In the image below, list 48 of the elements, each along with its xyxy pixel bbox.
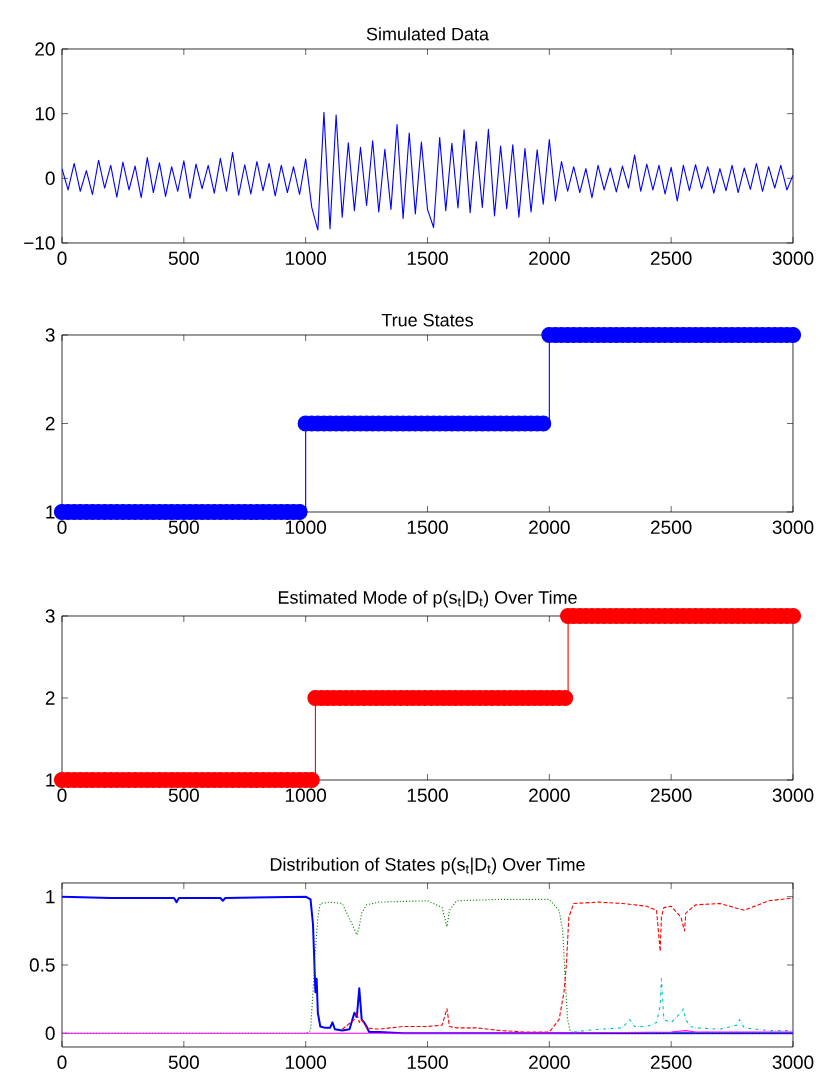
x-tick-label: 500 [168, 251, 199, 265]
line-series [61, 111, 793, 231]
y-tick-label: 0.5 [29, 958, 55, 972]
y-tick-label: 3 [45, 609, 55, 623]
x-tick-label: 1000 [285, 788, 326, 802]
x-tick-label: 1000 [285, 520, 326, 534]
x-tick-label: 2500 [650, 788, 692, 802]
x-tick-label: 500 [168, 788, 199, 802]
x-tick-label: 3000 [772, 1055, 814, 1069]
x-tick-label: 500 [168, 1055, 199, 1069]
x-tick-label: 2000 [528, 1055, 570, 1069]
x-tick-label: 2500 [650, 520, 692, 534]
x-tick-label: 1500 [407, 1055, 448, 1069]
x-tick-label: 3000 [772, 788, 814, 802]
chart-title: Simulated Data [366, 27, 489, 41]
y-tick-label: 0 [45, 171, 55, 186]
y-tick-label: 0 [45, 1026, 55, 1041]
x-tick-label: 0 [57, 251, 67, 265]
y-tick-label: 2 [45, 691, 55, 705]
x-tick-label: 2500 [650, 251, 692, 265]
y-tick-label: 20 [35, 42, 55, 56]
y-tick-label: 2 [45, 416, 55, 431]
x-tick-label: 0 [57, 1055, 67, 1069]
y-tick-label: 1 [46, 505, 55, 519]
chart-title: True States [381, 313, 473, 327]
x-tick-label: 2000 [528, 520, 570, 534]
line-series [572, 978, 793, 1033]
line-series [341, 897, 793, 1033]
x-tick-label: 2000 [528, 788, 570, 802]
y-tick-label: 1 [46, 773, 55, 787]
x-tick-label: 1000 [285, 251, 326, 265]
x-tick-label: 2500 [650, 1055, 692, 1069]
x-tick-label: 1500 [407, 520, 448, 534]
y-tick-label: 10 [35, 106, 55, 121]
y-tick-label: −10 [23, 236, 55, 250]
x-tick-label: 1000 [285, 1055, 326, 1069]
x-tick-label: 0 [57, 520, 67, 534]
y-tick-label: 3 [45, 328, 55, 342]
y-tick-label: 1 [46, 890, 55, 904]
x-tick-label: 3000 [772, 251, 814, 265]
x-tick-label: 1500 [407, 788, 448, 802]
chart-title: Estimated Mode of p(s$_{t}$|D$_{t}$) Over Time [278, 590, 577, 608]
x-tick-label: 500 [168, 520, 199, 534]
x-tick-label: 1500 [407, 251, 448, 265]
x-tick-label: 0 [57, 788, 67, 802]
chart-title: Distribution of States p(s$_{t}$|D$_{t}$) Over Time [270, 857, 585, 875]
x-tick-label: 3000 [772, 520, 814, 534]
x-tick-label: 2000 [528, 251, 570, 265]
